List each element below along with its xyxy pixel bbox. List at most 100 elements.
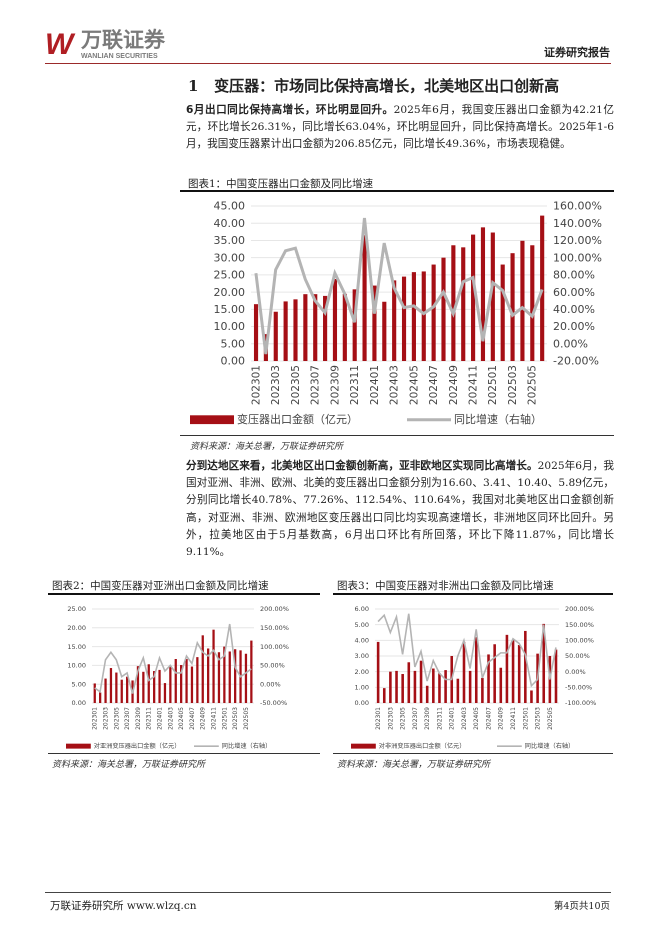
y2-tick-label: 140.00%: [553, 217, 602, 230]
bar: [109, 668, 113, 703]
bar: [468, 670, 472, 703]
bar: [207, 648, 210, 703]
x-tick-label: 202407: [485, 707, 492, 730]
y-tick-label: 10.00: [214, 320, 246, 333]
section-heading: 1 变压器：市场同比保持高增长，北美地区出口创新高: [188, 75, 559, 96]
x-tick-label: 202307: [310, 365, 322, 405]
bar: [253, 304, 259, 361]
header-divider: [45, 63, 611, 64]
bar: [401, 674, 404, 703]
y2-tick-label: -20.00%: [553, 355, 599, 368]
figure-3-chart: 0.00 1.00 2.00 3.00 4.00 5.00 6.00 -100.00% -50.…: [351, 605, 596, 750]
bar: [136, 666, 140, 703]
x-tick-label: 202309: [135, 707, 142, 730]
legend-bar-label: 变压器出口金额（亿元）: [237, 412, 358, 426]
legend-bar-swatch: [190, 415, 234, 425]
x-tick-label: 202505: [547, 707, 554, 730]
y-tick-label: 45.00: [214, 200, 246, 213]
bar: [332, 279, 338, 361]
yoy-line: [94, 623, 252, 694]
bar: [461, 247, 466, 361]
figure-2-chart: 0.00 5.00 10.00 15.00 20.00 25.00 -50.00% 0.00%…: [66, 605, 289, 750]
y2-tick-label: 100.00%: [260, 643, 289, 651]
y-tick-label: 2.00: [355, 668, 369, 676]
legend-bar-label: 对亚洲变压器出口金额（亿元）: [94, 742, 181, 750]
x-tick-label: 202411: [468, 365, 480, 405]
section-number: 1: [188, 77, 199, 95]
x-tick-label: 202503: [535, 707, 542, 730]
bar: [490, 232, 495, 361]
bar: [376, 641, 380, 703]
y2-tick-label: 50.00%: [565, 652, 590, 660]
x-tick-label: 202307: [412, 707, 419, 730]
bar: [273, 311, 278, 361]
y-tick-label: 20.00: [67, 624, 86, 632]
y-tick-label: 5.00: [355, 621, 369, 629]
paragraph-1-body: 2025年6月，我国变压器出口金额为42.21亿元，环比增长26.31%，同比增…: [186, 104, 614, 151]
bar: [228, 651, 231, 703]
y-tick-label: 0.00: [72, 699, 86, 707]
y2-tick-label: 60.00%: [553, 286, 595, 299]
figure-2-top-rule: [48, 593, 320, 595]
x-tick-label: 202301: [250, 365, 262, 405]
yoy-line: [254, 217, 544, 355]
x-tick-label: 202303: [103, 707, 110, 730]
x-tick-label: 202505: [243, 707, 250, 730]
bar: [493, 644, 496, 703]
y-tick-label: 3.00: [355, 652, 369, 660]
y2-tick-label: 40.00%: [553, 303, 595, 316]
bar: [444, 670, 447, 703]
x-tick-label: 202403: [389, 365, 401, 405]
yoy-line: [377, 613, 557, 688]
bar: [530, 690, 533, 703]
logo-text-en: WANLIAN SECURITIES: [81, 53, 158, 60]
bar: [323, 295, 328, 361]
bar: [352, 289, 357, 361]
bar: [115, 672, 118, 703]
bar: [313, 294, 318, 361]
y-tick-label: 35.00: [214, 234, 246, 247]
x-tick-label: 202409: [200, 707, 207, 730]
y2-tick-label: 200.00%: [260, 605, 289, 613]
x-tick-label: 202301: [92, 707, 99, 730]
x-tick-label: 202401: [449, 707, 456, 730]
paragraph-1: 6月出口同比保持高增长，环比明显回升。2025年6月，我国变压器出口金额为42.…: [186, 102, 614, 154]
bar: [432, 668, 435, 703]
bar: [471, 234, 476, 361]
y-tick-label: 0.00: [221, 355, 246, 368]
x-tick-label: 202501: [487, 365, 499, 405]
y2-tick-label: 20.00%: [553, 320, 595, 333]
bar: [542, 623, 546, 703]
y2-tick-label: -50.00%: [260, 699, 287, 707]
bar: [510, 253, 515, 361]
figure-1-top-rule: [180, 190, 614, 192]
bar: [425, 685, 429, 703]
figure-3-title: 图表3：中国变压器对非洲出口金额及同比增速: [337, 580, 554, 592]
bar: [401, 276, 407, 361]
bar: [520, 240, 525, 361]
y-tick-label: 4.00: [355, 637, 369, 645]
bar: [362, 235, 367, 361]
bar: [407, 662, 411, 703]
bar: [389, 671, 392, 703]
bar: [174, 659, 177, 703]
x-tick-label: 202401: [157, 707, 164, 730]
bar: [147, 664, 150, 703]
bar: [126, 676, 129, 703]
bar: [517, 645, 521, 703]
y-tick-label: 20.00: [214, 286, 246, 299]
figure-2-title: 图表2：中国变压器对亚洲出口金额及同比增速: [52, 580, 269, 592]
y-tick-label: 25.00: [214, 269, 246, 282]
y2-tick-label: 150.00%: [565, 621, 594, 629]
bar: [524, 630, 527, 703]
y-tick-label: 40.00: [214, 217, 246, 230]
legend-line-label: 同比增速（右轴）: [454, 412, 542, 426]
legend-line-label: 同比增速（右轴）: [222, 742, 271, 750]
figure-2-source: 资料来源：海关总署，万联证券研究所: [52, 760, 206, 770]
footer-company: 万联证券研究所 www.wlzq.cn: [50, 900, 197, 912]
bar: [421, 271, 426, 361]
x-tick-label: 202405: [178, 707, 185, 730]
legend-bar-swatch: [66, 743, 91, 749]
figure-1-chart: 0.00 5.00 10.00 15.00 20.00 25.00 30.00 35.00 40…: [190, 200, 602, 426]
x-tick-label: 202303: [387, 707, 394, 730]
